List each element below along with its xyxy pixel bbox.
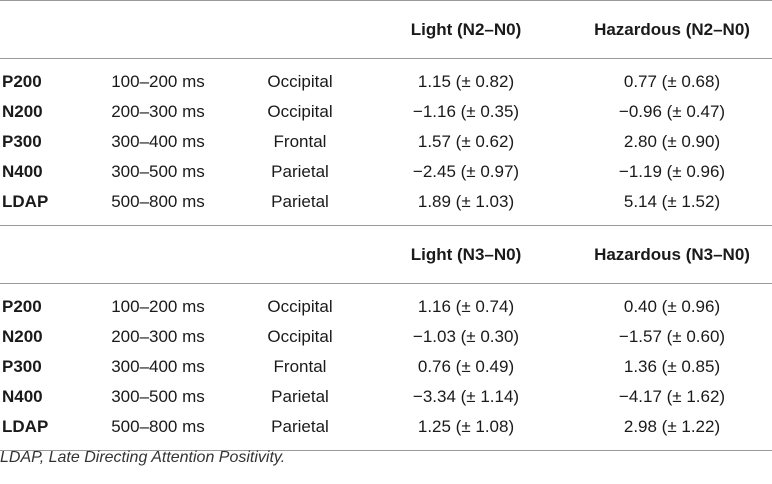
header-row: Light (N3–N0) Hazardous (N3–N0) [0,225,772,284]
header-cell [90,0,240,59]
cell-region: Frontal [273,132,327,151]
table-row: N200 200–300 ms Occipital −1.03 (± 0.30) −1.… [0,322,772,352]
header-hazardous: Hazardous (N3–N0) [572,225,772,284]
header-cell [0,0,90,59]
cell-component: N400 [2,387,43,406]
cell-hazardous: −1.19 (± 0.96) [618,162,726,181]
cell-component: N200 [2,327,43,346]
cell-hazardous: 1.36 (± 0.85) [623,357,721,376]
cell-component: N200 [2,102,43,121]
cell-window: 300–400 ms [111,357,205,376]
cell-light: −3.34 (± 1.14) [412,387,520,406]
table-row: P300 300–400 ms Frontal 0.76 (± 0.49) 1.36 (… [0,352,772,382]
table-row: N400 300–500 ms Parietal −3.34 (± 1.14) −4.1… [0,382,772,412]
cell-component: N400 [2,162,43,181]
cell-window: 300–400 ms [111,132,205,151]
cell-light: 1.89 (± 1.03) [360,187,572,226]
cell-light: 1.25 (± 1.08) [360,412,572,451]
cell-component: P200 [2,297,42,316]
cell-component: P300 [2,357,42,376]
table-row: N400 300–500 ms Parietal −2.45 (± 0.97) −1.1… [0,157,772,187]
cell-window: 200–300 ms [111,102,205,121]
cell-hazardous: 2.80 (± 0.90) [623,132,721,151]
cell-hazardous: −0.96 (± 0.47) [618,102,726,121]
cell-window: 200–300 ms [111,327,205,346]
cell-region: Parietal [240,412,360,451]
cell-light: −1.03 (± 0.30) [412,327,520,346]
cell-region: Occipital [267,297,333,316]
cell-window: 100–200 ms [111,72,205,91]
cell-component: LDAP [0,412,90,451]
cell-window: 100–200 ms [111,297,205,316]
header-cell [90,225,240,284]
cell-light: −1.16 (± 0.35) [412,102,520,121]
cell-region: Frontal [273,357,327,376]
cell-region: Occipital [267,327,333,346]
cell-hazardous: −4.17 (± 1.62) [618,387,726,406]
header-cell [0,225,90,284]
table-row: P200 100–200 ms Occipital 1.15 (± 0.82) 0.77… [0,59,772,98]
header-cell [240,225,360,284]
table-footnote: LDAP, Late Directing Attention Positivit… [0,449,286,466]
cell-window: 500–800 ms [90,412,240,451]
erp-amplitude-table: Light (N2–N0) Hazardous (N2–N0) P200 100–20… [0,0,772,451]
cell-region: Parietal [271,162,329,181]
table-row: N200 200–300 ms Occipital −1.16 (± 0.35) −0.… [0,97,772,127]
cell-light: 0.76 (± 0.49) [417,357,515,376]
cell-hazardous: 5.14 (± 1.52) [572,187,772,226]
cell-light: 1.57 (± 0.62) [417,132,515,151]
table-row: P300 300–400 ms Frontal 1.57 (± 0.62) 2.80 (… [0,127,772,157]
cell-hazardous: 0.77 (± 0.68) [623,72,721,91]
header-row: Light (N2–N0) Hazardous (N2–N0) [0,0,772,59]
header-light: Light (N3–N0) [360,225,572,284]
cell-component: P200 [2,72,42,91]
cell-component: LDAP [0,187,90,226]
cell-window: 500–800 ms [90,187,240,226]
cell-component: P300 [2,132,42,151]
header-cell [240,0,360,59]
cell-hazardous: −1.57 (± 0.60) [618,327,726,346]
cell-light: 1.16 (± 0.74) [417,297,515,316]
cell-window: 300–500 ms [111,162,205,181]
cell-hazardous: 2.98 (± 1.22) [572,412,772,451]
cell-light: −2.45 (± 0.97) [412,162,520,181]
cell-light: 1.15 (± 0.82) [417,72,515,91]
cell-region: Parietal [240,187,360,226]
cell-window: 300–500 ms [111,387,205,406]
header-light: Light (N2–N0) [360,0,572,59]
table-row: LDAP 500–800 ms Parietal 1.25 (± 1.08) 2.98 … [0,412,772,451]
cell-region: Parietal [271,387,329,406]
header-hazardous: Hazardous (N2–N0) [572,0,772,59]
cell-region: Occipital [267,102,333,121]
cell-hazardous: 0.40 (± 0.96) [623,297,721,316]
table-row: P200 100–200 ms Occipital 1.16 (± 0.74) 0.40… [0,284,772,323]
cell-region: Occipital [267,72,333,91]
table-row: LDAP 500–800 ms Parietal 1.89 (± 1.03) 5.14 … [0,187,772,226]
